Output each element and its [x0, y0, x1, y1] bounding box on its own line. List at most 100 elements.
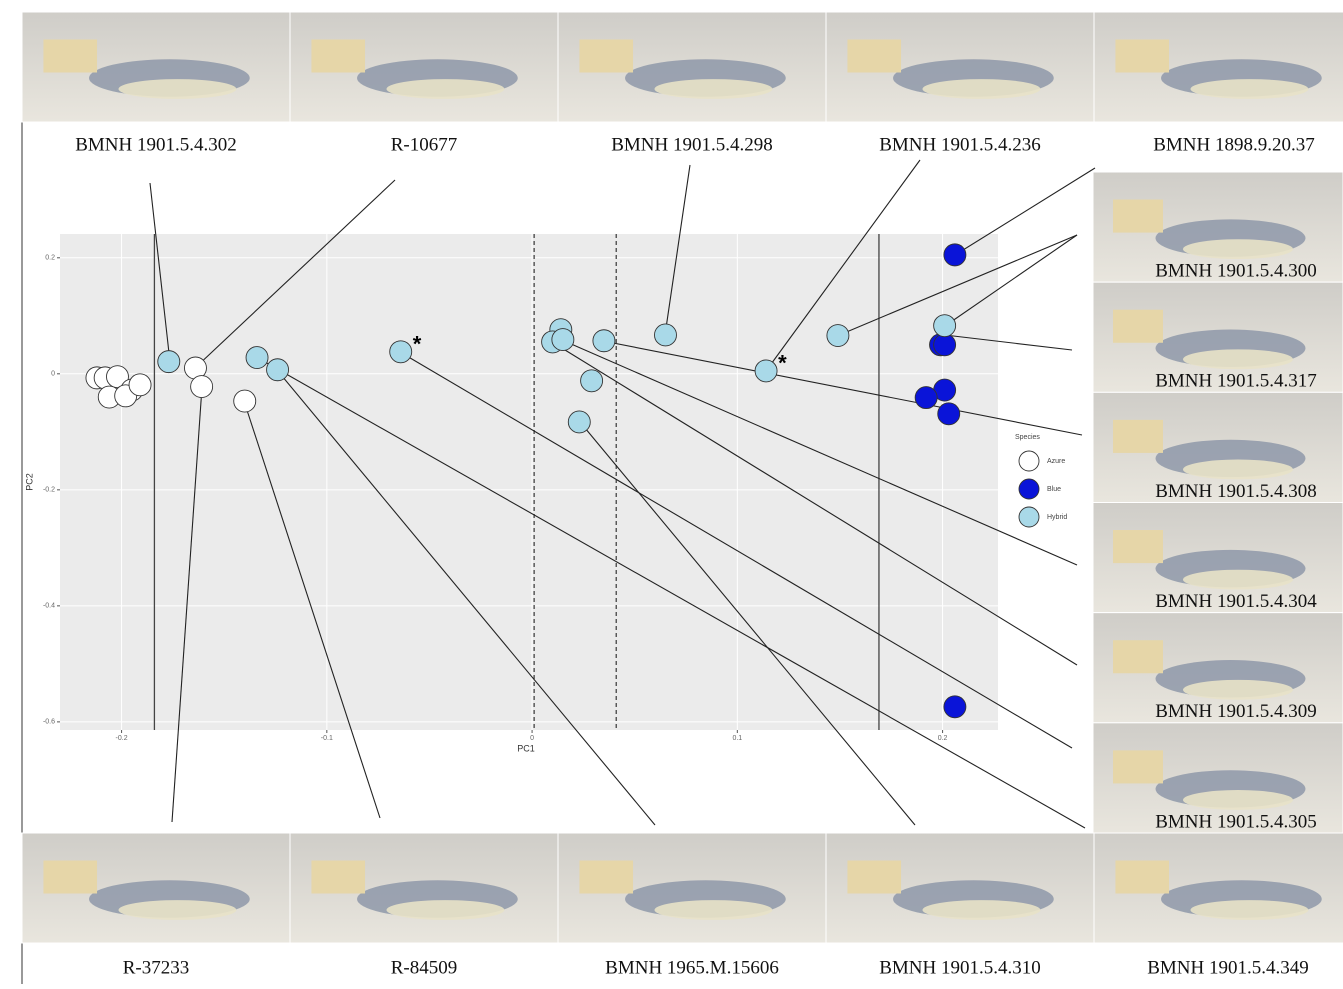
data-point — [937, 402, 961, 426]
data-point — [914, 386, 938, 410]
data-point — [933, 314, 957, 338]
x-tick-label: 0.2 — [938, 735, 948, 742]
specimen-tag — [1113, 309, 1163, 343]
legend-label: Hybrid — [1047, 514, 1067, 521]
bird-belly — [118, 79, 237, 99]
specimen-label: R-10677 — [391, 134, 458, 155]
specimen-tag — [847, 39, 902, 73]
specimen-label: BMNH 1901.5.4.298 — [611, 134, 773, 155]
specimen-label: BMNH 1898.9.20.37 — [1153, 134, 1315, 155]
legend-swatch — [1018, 506, 1040, 528]
data-point — [157, 350, 181, 374]
specimen-tag — [1113, 199, 1163, 233]
label-layer: BMNH 1901.5.4.302 R-10677 BMNH 1901.5.4.29… — [75, 134, 1317, 978]
specimen-tag — [43, 39, 98, 73]
plot-panel — [60, 234, 998, 730]
specimen-label: R-37233 — [123, 957, 190, 978]
connector — [602, 340, 1083, 436]
connector — [944, 234, 1078, 327]
specimen-label: BMNH 1901.5.4.302 — [75, 134, 237, 155]
y-tick-label: 0 — [51, 371, 55, 378]
y-tick-label: -0.2 — [43, 487, 55, 494]
bird-belly — [1190, 900, 1309, 920]
bird-belly — [654, 900, 773, 920]
specimen-label: BMNH 1901.5.4.300 — [1155, 261, 1317, 282]
specimen-tag — [1113, 530, 1163, 564]
specimen-label: BMNH 1901.5.4.236 — [879, 134, 1041, 155]
connector — [944, 334, 1073, 351]
connector — [257, 357, 1086, 829]
x-tick-label: -0.1 — [321, 735, 333, 742]
specimen-tag — [579, 860, 634, 894]
bird-belly — [386, 900, 505, 920]
connector — [171, 386, 203, 823]
annotation: * — [778, 351, 787, 376]
specimen-tag — [1115, 39, 1170, 73]
legend-swatch — [1018, 450, 1040, 472]
connector — [243, 400, 381, 819]
specimen-tag — [311, 860, 366, 894]
specimen-label: BMNH 1901.5.4.305 — [1155, 811, 1317, 832]
x-axis-title: PC1 — [517, 743, 535, 753]
specimen-tag — [43, 860, 98, 894]
specimen-tag — [579, 39, 634, 73]
bird-belly — [1183, 679, 1293, 700]
specimen-label: BMNH 1901.5.4.309 — [1155, 701, 1317, 722]
bird-belly — [922, 79, 1041, 99]
specimen-label: BMNH 1901.5.4.317 — [1155, 371, 1317, 392]
legend-label: Blue — [1047, 486, 1061, 493]
bird-belly — [1183, 790, 1293, 810]
specimen-label: BMNH 1901.5.4.308 — [1155, 481, 1317, 502]
specimen-tag — [1113, 750, 1163, 784]
specimen-tag — [1115, 860, 1170, 894]
connector — [561, 339, 1078, 566]
connector — [276, 369, 656, 826]
y-tick-label: -0.6 — [43, 719, 55, 726]
connector — [149, 182, 171, 363]
bird-belly — [1190, 79, 1309, 99]
connector — [954, 167, 1096, 256]
data-point — [245, 346, 269, 370]
data-point — [943, 243, 967, 267]
data-point — [754, 359, 778, 383]
data-point — [567, 410, 591, 434]
bird-belly — [1183, 569, 1293, 590]
x-tick-label: 0.1 — [732, 735, 742, 742]
data-point — [389, 340, 413, 364]
data-point — [106, 365, 129, 389]
photo-layer — [21, 11, 1343, 944]
specimen-label: BMNH 1901.5.4.310 — [879, 957, 1041, 978]
data-point — [128, 373, 152, 397]
bird-belly — [922, 900, 1041, 920]
connector — [664, 164, 691, 336]
y-tick-label: 0.2 — [45, 255, 55, 262]
specimen-tag — [847, 860, 902, 894]
specimen-label: BMNH 1901.5.4.349 — [1147, 957, 1309, 978]
bird-belly — [654, 79, 773, 99]
data-point — [592, 329, 616, 353]
connectors — [149, 159, 1096, 829]
y-axis-title: PC2 — [24, 473, 34, 491]
specimen-tag — [1113, 640, 1163, 674]
mark-layer: * * Species Azure Blue Hybrid — [85, 243, 1067, 719]
connector — [765, 159, 921, 372]
legend-swatch — [1018, 478, 1040, 500]
data-point — [233, 389, 257, 413]
connector — [836, 234, 1078, 337]
y-tick-label: -0.4 — [43, 603, 55, 610]
x-tick-label: -0.2 — [116, 735, 128, 742]
specimen-tag — [1113, 419, 1163, 453]
bird-belly — [386, 79, 505, 99]
connector — [579, 421, 916, 826]
data-point — [266, 358, 290, 382]
bird-belly — [118, 900, 237, 920]
data-point — [826, 324, 850, 347]
specimen-label: BMNH 1965.M.15606 — [605, 957, 779, 978]
data-point — [580, 369, 604, 393]
data-point — [654, 323, 677, 347]
connector — [551, 341, 1078, 666]
data-point — [190, 375, 214, 399]
x-tick-label: 0 — [530, 735, 534, 742]
